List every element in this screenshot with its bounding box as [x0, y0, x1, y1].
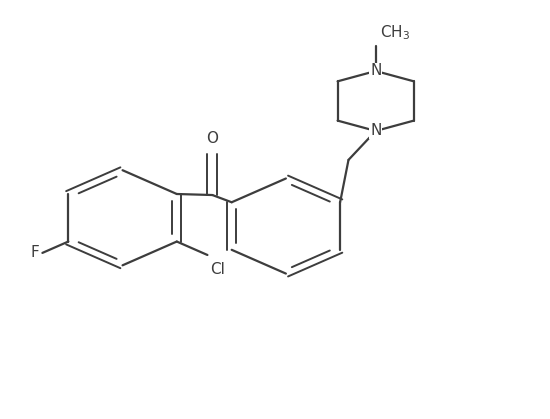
Text: CH$_3$: CH$_3$: [380, 23, 410, 42]
Text: O: O: [206, 131, 218, 146]
Text: N: N: [370, 64, 381, 78]
Text: F: F: [31, 246, 40, 261]
Text: Cl: Cl: [210, 262, 225, 277]
Text: N: N: [370, 124, 381, 138]
